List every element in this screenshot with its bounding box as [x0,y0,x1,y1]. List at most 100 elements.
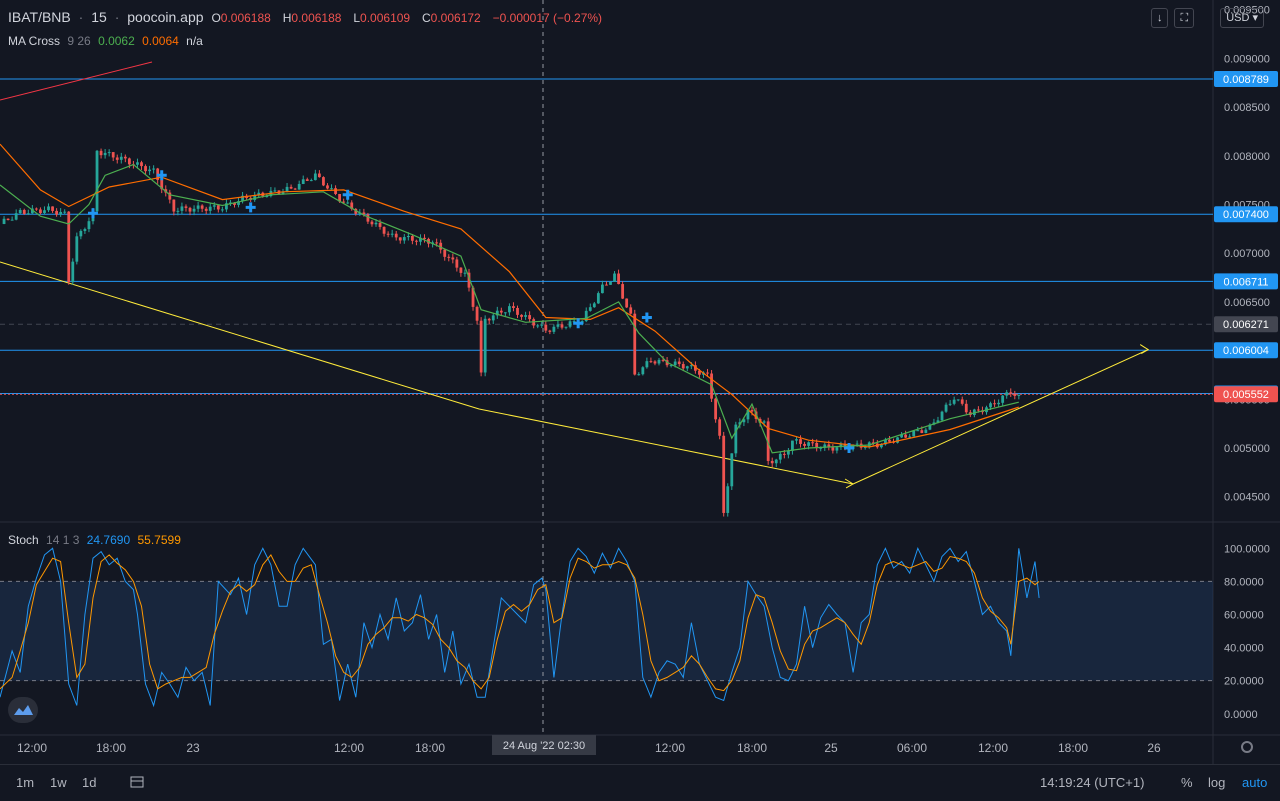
candle-body [95,150,99,212]
time-tick-label: 12:00 [334,741,364,755]
source-label: poocoin.app [127,9,204,25]
tradingview-logo-icon[interactable] [8,697,38,723]
candle-body [920,430,924,433]
ohlc-close: 0.006172 [430,11,481,25]
ma-cross-legend[interactable]: MA Cross 9 26 0.0062 0.0064 n/a [8,34,207,48]
candle-body [301,179,305,184]
candle-body [499,310,503,313]
price-tick-label: 0.006500 [1224,297,1270,309]
timeframe-1w[interactable]: 1w [50,775,67,790]
stoch-band [0,581,1213,681]
candle-body [997,402,1001,405]
candle-body [815,442,819,449]
candle-body [548,330,552,332]
candle-body [544,324,548,331]
candle-body [386,233,390,235]
candle-body [285,186,289,192]
symbol-name[interactable]: IBAT/BNB [8,9,71,25]
candle-body [273,190,277,192]
time-tick-label: 12:00 [978,741,1008,755]
candle-body [653,361,657,364]
candle-body [212,205,216,207]
candle-body [334,188,337,194]
candle-body [148,169,151,172]
candle-body [39,209,42,214]
stoch-legend[interactable]: Stoch 14 1 3 24.7690 55.7599 [8,533,185,547]
candle-body [884,439,887,445]
candle-body [200,205,204,209]
candle-body [423,237,426,239]
candle-body [839,444,843,448]
candle-body [778,453,782,460]
stoch-tick-label: 0.0000 [1224,709,1258,721]
time-tick-label: 23 [186,741,200,755]
candle-body [592,303,596,308]
candle-body [916,430,920,432]
price-level-label: 0.005552 [1223,389,1269,401]
candle-body [475,306,479,321]
trend-line [852,349,1149,485]
timeframe-1d[interactable]: 1d [82,775,97,790]
ma-cross-marker [573,318,584,329]
candle-body [111,152,115,158]
candle-body [956,399,960,401]
candle-body [346,202,350,204]
candle-body [888,439,891,442]
ohlc-high: 0.006188 [291,11,342,25]
candle-body [366,214,370,222]
candle-body [629,307,633,314]
stoch-params: 14 1 3 [46,533,80,547]
candle-body [447,256,451,258]
candle-body [811,442,815,444]
candle-body [204,208,208,211]
fullscreen-icon[interactable]: ⛶ [1174,8,1195,28]
interval-label[interactable]: 15 [91,9,107,25]
ohlc-low: 0.006109 [360,11,411,25]
clock-label: 14:19:24 (UTC+1) [1040,775,1145,790]
candle-body [791,440,794,451]
stoch-k-value: 24.7690 [86,533,131,547]
compare-icon[interactable] [128,773,146,794]
candle-body [1009,392,1013,394]
candle-body [1001,395,1005,403]
time-tick-label: 18:00 [737,741,767,755]
candle-body [439,242,443,250]
auto-toggle[interactable]: auto [1242,775,1268,790]
candle-body [637,374,641,376]
crosshair-time-label: 24 Aug '22 02:30 [503,740,585,752]
candle-body [415,240,418,242]
candle-body [520,314,523,317]
candle-body [782,453,786,455]
candle-body [265,196,269,198]
candle-body [115,157,119,160]
percent-toggle[interactable]: % [1181,775,1193,790]
candle-body [75,236,79,262]
candle-body [977,409,980,411]
timeframe-1m[interactable]: 1m [16,775,35,790]
price-tick-label: 0.008500 [1224,102,1270,114]
price-tick-label: 0.005000 [1224,443,1270,455]
candle-body [136,162,139,165]
candle-body [459,267,463,273]
download-icon[interactable]: ↓ [1150,8,1169,28]
candle-body [855,443,859,445]
candle-body [552,326,556,332]
settings-icon[interactable] [1241,741,1253,753]
candle-body [572,321,576,323]
candle-body [330,188,333,190]
candle-body [613,273,616,282]
currency-select[interactable]: USD ▾ [1220,8,1264,28]
candle-body [14,213,18,220]
price-level-tag [1214,386,1278,403]
candle-body [467,272,471,288]
candle-body [103,152,107,156]
log-toggle[interactable]: log [1208,775,1226,790]
candle-body [362,212,366,215]
candle-body [993,403,996,405]
candle-body [564,326,568,328]
candle-body [471,287,475,307]
candle-body [79,230,83,237]
candle-body [786,450,790,455]
candle-body [750,409,754,412]
